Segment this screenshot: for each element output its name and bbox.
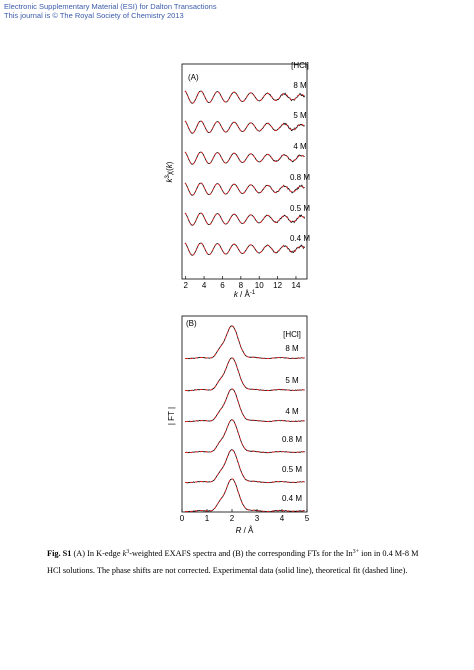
y-axis-label-part: k <box>165 177 174 182</box>
trace-label: 0.4 M <box>290 234 310 243</box>
x-tick-label: 4 <box>202 281 207 290</box>
fit-curve <box>184 242 306 256</box>
trace-label: 0.8 M <box>290 173 310 182</box>
x-axis-label-part: / Å <box>241 526 254 535</box>
y-axis-label-part: ) <box>165 161 174 164</box>
fit-curve <box>185 357 305 391</box>
x-tick-label: 2 <box>230 514 235 523</box>
y-axis-label: k3χ(k) <box>165 161 174 182</box>
x-axis-label-part: / Å <box>238 290 251 299</box>
header-line: This journal is © The Royal Society of C… <box>4 11 184 20</box>
x-tick-label: 5 <box>305 514 310 523</box>
x-tick-label: 12 <box>273 281 282 290</box>
x-tick-label: 2 <box>183 281 188 290</box>
trace-label: 4 M <box>293 142 307 151</box>
x-axis-label: k / Å-1 <box>234 290 256 299</box>
fit-curve <box>185 325 305 359</box>
fit-curve <box>184 90 306 104</box>
y-axis-label-part: k <box>165 163 174 168</box>
caption-part: ion in 0.4 M-8 M <box>359 549 419 558</box>
caption-part: Fig. S1 <box>47 549 71 558</box>
caption-part: 3+ <box>353 549 360 555</box>
x-axis-label: R / Å <box>236 526 254 535</box>
x-tick-label: 6 <box>220 281 225 290</box>
panel-frame <box>181 63 308 280</box>
trace-label: 8 M <box>293 81 307 90</box>
panel-label: (B) <box>186 319 197 328</box>
panel-frame <box>181 315 308 513</box>
caption-line: HCl solutions. The phase shifts are not … <box>47 566 407 575</box>
x-axis-label-part: k <box>234 290 239 299</box>
x-tick-label: 10 <box>255 281 264 290</box>
y-axis-label-part: χ( <box>165 168 174 175</box>
caption-line: Fig. S1 (A) In K-edge k3-weighted EXAFS … <box>47 549 419 558</box>
panel-label: (A) <box>188 73 199 82</box>
caption-part: k <box>123 549 127 558</box>
trace-label: 5 M <box>293 111 307 120</box>
legend-title: [HCl] <box>283 330 301 339</box>
trace-label: 0.4 M <box>282 494 302 503</box>
x-axis-label-part: R <box>236 526 242 535</box>
caption-part: (A) In K-edge <box>71 549 122 558</box>
x-tick-label: 4 <box>280 514 285 523</box>
legend-title: [HCl] <box>291 61 309 70</box>
fit-curve <box>184 120 306 134</box>
trace-label: 8 M <box>285 344 299 353</box>
fit-curve <box>185 478 305 512</box>
fit-curve <box>185 388 305 422</box>
fit-curve <box>184 212 306 226</box>
x-axis-label-part: -1 <box>250 290 256 296</box>
y-axis-label: | FT | <box>167 407 176 425</box>
y-axis-label-part: | FT | <box>167 407 176 425</box>
trace-label: 0.5 M <box>290 204 310 213</box>
fit-curve <box>185 419 305 453</box>
header-line: Electronic Supplementary Material (ESI) … <box>4 2 217 11</box>
x-tick-label: 14 <box>292 281 301 290</box>
trace-label: 0.5 M <box>282 465 302 474</box>
caption-part: 3 <box>126 549 129 555</box>
x-tick-label: 0 <box>180 514 185 523</box>
x-tick-label: 1 <box>205 514 210 523</box>
x-tick-label: 3 <box>255 514 260 523</box>
x-tick-label: 8 <box>239 281 244 290</box>
caption-part: -weighted EXAFS spectra and (B) the corr… <box>129 549 353 558</box>
y-axis-label-part: 3 <box>165 174 171 178</box>
fit-curve <box>185 449 305 483</box>
fit-curve <box>184 151 306 165</box>
trace-label: 5 M <box>285 376 299 385</box>
trace-label: 4 M <box>285 407 299 416</box>
trace-label: 0.8 M <box>282 435 302 444</box>
fit-curve <box>184 182 306 196</box>
